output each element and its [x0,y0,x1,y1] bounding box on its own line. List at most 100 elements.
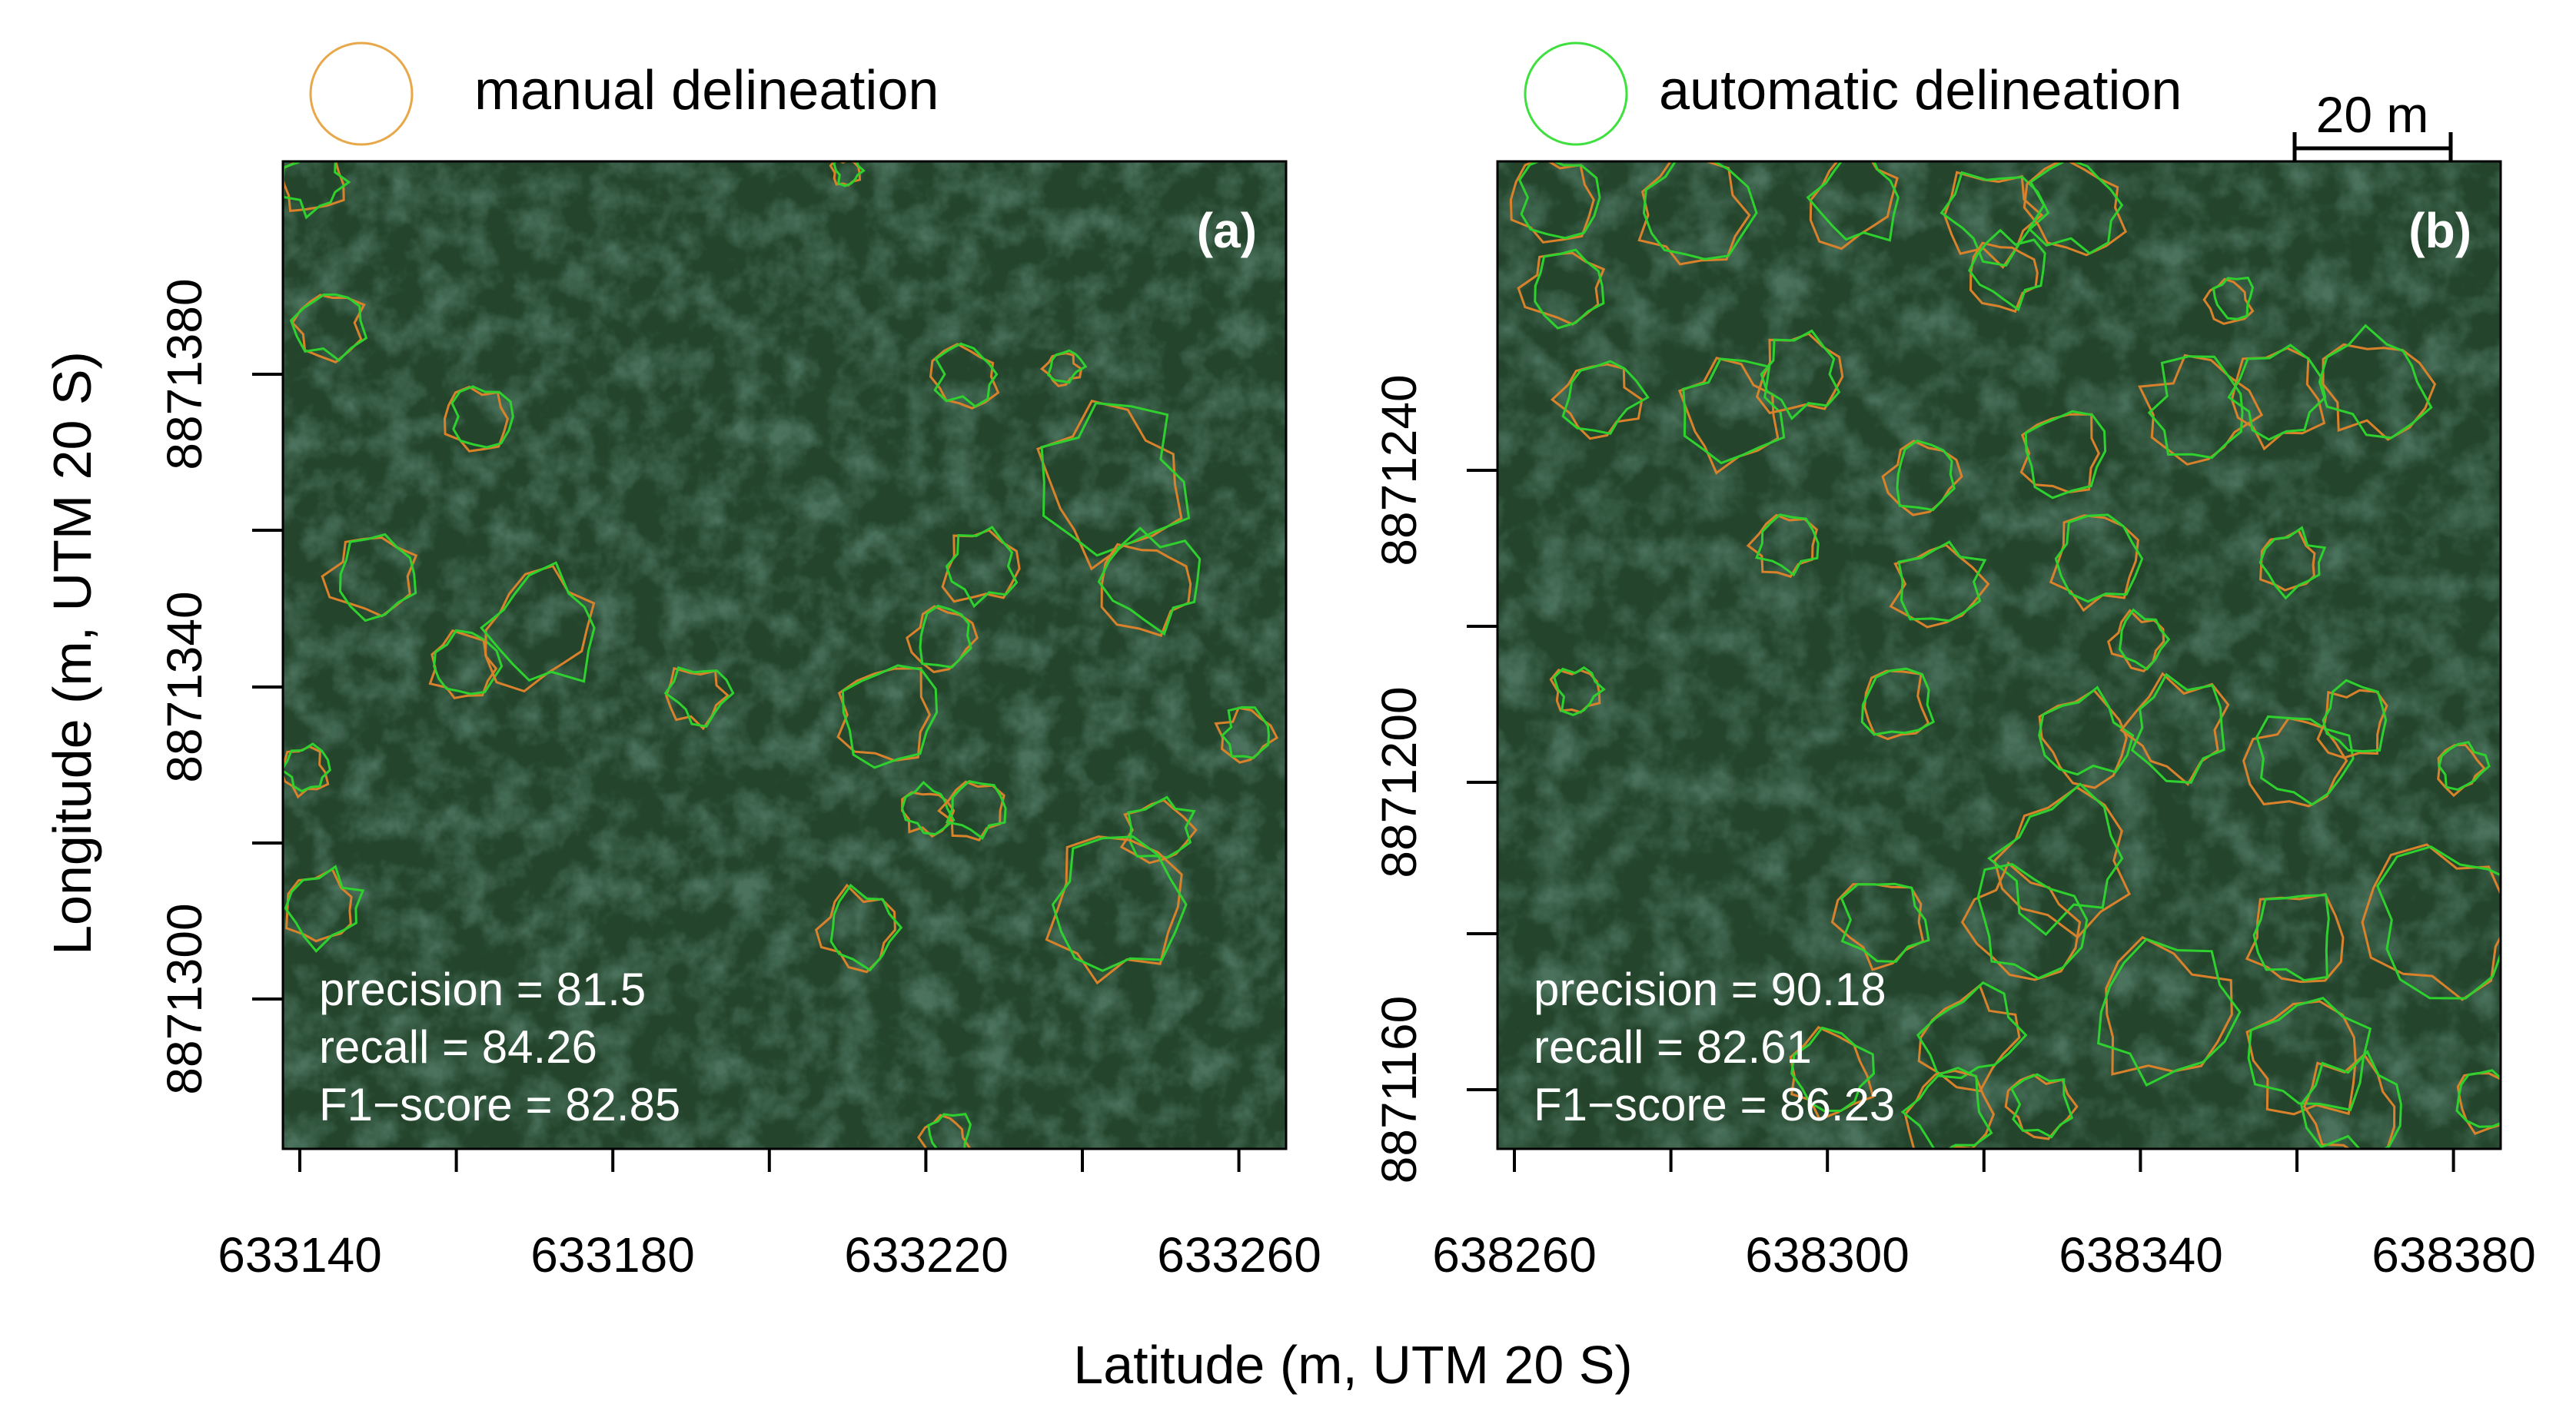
panel-b-x-tick-label: 638340 [2059,1227,2223,1283]
y-axis-title: Longitude (m, UTM 20 S) [42,351,102,955]
panel-a-automatic-crown [1220,705,1271,759]
panel-b: (b) precision = 90.18 recall = 82.61 F1−… [1371,160,2536,1283]
panel-b-manual-crown [1917,984,2021,1093]
panel-b-automatic-crown [1939,171,2050,267]
panel-a-automatic-crown [1040,402,1191,557]
panel-b-automatic-crown [2438,741,2491,792]
panel-b-automatic-crown [2147,355,2244,460]
legend: manual delineation automatic delineation [309,41,2182,146]
panel-a-recall: recall = 84.26 [319,1021,597,1073]
panel-b-automatic-crown [2259,526,2327,600]
panel-b-automatic-crown [2038,685,2135,776]
panel-a-precision: precision = 81.5 [319,964,646,1015]
panel-a-manual-crown [1039,352,1083,387]
panel-a-tag: (a) [1197,203,1257,258]
panel-a-automatic-crown [919,604,972,669]
panel-a-automatic-crown [284,865,365,953]
panel-b-automatic-crown [2130,672,2225,784]
panel-a-x-tick-label: 633140 [218,1227,382,1283]
panel-b-f1: F1−score = 86.23 [1534,1079,1895,1130]
panel-a-automatic-crown [901,780,956,836]
panel-b-automatic-crown [2322,679,2388,753]
panel-b-automatic-crown [1755,513,1820,577]
panel-b-manual-crown [1677,357,1780,475]
panel-b-automatic-crown [2455,1069,2501,1128]
panel-a-x-tick-label: 633180 [530,1227,695,1283]
panel-b-automatic-crown [1896,439,1956,512]
panel-a-automatic-crown [945,779,1007,841]
panel-b-automatic-crown [1561,360,1650,435]
panel-a-automatic-crown [841,664,939,769]
panel-b-y-tick-label: 8871240 [1371,374,1427,566]
panel-b-automatic-crown [2024,410,2107,500]
panel-a-automatic-crown [829,883,903,972]
scale-bar-label: 20 m [2316,86,2429,143]
panel-b-precision: precision = 90.18 [1534,964,1886,1015]
panel-a-crowns [283,161,1279,1149]
panel-b-manual-crown [2023,161,2128,257]
panel-b-x-axis [1513,1149,2455,1172]
panel-a-y-tick-label: 8871340 [157,591,212,782]
panel-b-automatic-crown [1976,863,2089,980]
panel-b-x-tick-label: 638260 [1432,1227,1597,1283]
automatic-legend-label: automatic delineation [1659,60,2182,121]
automatic-legend-marker [1524,41,1628,146]
panel-b-automatic-crown [2247,997,2372,1111]
panel-b-automatic-crown [1790,1026,1876,1113]
panel-a-automatic-crown [1051,835,1188,972]
panel-a-automatic-crown [663,666,735,729]
x-axis-title: Latitude (m, UTM 20 S) [1073,1335,1632,1395]
panel-b-canopy [1497,161,2501,1149]
panel-b-recall: recall = 82.61 [1534,1021,1812,1073]
panel-b-manual-crown [2038,689,2128,789]
panel-a-x-tick-label: 633260 [1157,1227,1321,1283]
panel-b-crowns [1509,161,2501,1149]
panel-b-tag: (b) [2408,203,2471,258]
panel-a: (a) precision = 81.5 recall = 84.26 F1−s… [157,160,1321,1283]
panel-a-automatic-crown [480,561,596,683]
panel-a-automatic-crown [933,342,999,408]
panel-a-manual-crown [1035,399,1183,571]
panel-a-automatic-crown [1046,349,1088,384]
panel-b-automatic-crown [1760,329,1841,420]
panel-b-automatic-crown [1916,981,2028,1080]
panel-b-manual-crown [2049,514,2139,612]
panel-b-automatic-crown [1897,540,1987,622]
panel-b-automatic-crown [2255,715,2355,806]
panel-b-automatic-crown [2299,1049,2402,1149]
panel-b-automatic-crown [2252,894,2330,982]
panel-b-automatic-crown [1987,782,2124,936]
panel-a-manual-crown [917,1114,972,1149]
scale-bar [2292,132,2453,161]
panel-a-automatic-crown [433,629,504,695]
panel-a-automatic-crown [1097,526,1202,636]
panel-a-automatic-crown [927,1113,972,1149]
panel-b-manual-crown [2105,935,2233,1076]
panel-a-manual-crown [443,385,510,453]
panel-b-automatic-crown [2227,344,2327,441]
panel-b-automatic-crown [2376,845,2501,1000]
panel-b-automatic-crown [2096,938,2242,1087]
panel-a-automatic-crown [945,526,1019,609]
panel-b-automatic-crown [1860,667,1936,736]
panel-a-x-axis [298,1149,1241,1172]
panel-b-automatic-crown [2318,324,2433,440]
panel-a-canopy [283,161,1286,1149]
panel-b-automatic-crown [1517,161,1601,240]
panel-b-x-tick-label: 638300 [1745,1227,1910,1283]
panel-b-automatic-crown [2027,161,2124,255]
panel-a-manual-crown [283,745,330,799]
panel-b-y-tick-label: 8871160 [1371,996,1427,1183]
panel-a-frame [281,160,1288,1150]
panel-a-y-axis [252,373,283,1001]
manual-legend-marker [309,41,414,146]
panel-b-manual-crown [1755,332,1844,415]
panel-a-x-tick-label: 633220 [844,1227,1009,1283]
panel-b-y-axis [1467,469,1497,1091]
panel-b-frame [1496,160,2502,1150]
panel-b-manual-crown [2456,1072,2501,1136]
panel-a-y-tick-label: 8871300 [157,903,212,1094]
panel-b-automatic-crown [2118,608,2171,671]
panel-b-automatic-crown [1553,666,1606,717]
panel-b-y-tick-label: 8871200 [1371,686,1427,878]
